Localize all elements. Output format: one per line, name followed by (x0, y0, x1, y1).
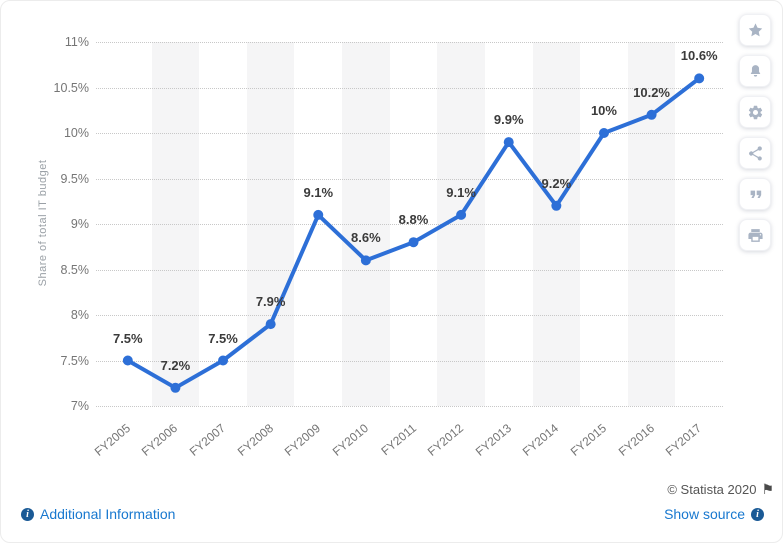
chart-action-toolbar (739, 14, 771, 251)
x-axis-tick-label: FY2012 (424, 421, 467, 459)
data-value-label: 10.2% (633, 84, 670, 100)
data-value-label: 10.6% (680, 48, 718, 64)
x-axis-tick-label: FY2017 (662, 421, 705, 459)
x-axis-tick-label: FY2008 (234, 421, 276, 459)
x-axis-tick-label: FY2013 (472, 421, 514, 459)
alert-bell-button[interactable] (739, 55, 771, 87)
gridline (96, 269, 723, 271)
gear-icon (748, 105, 762, 119)
favorite-star-button[interactable] (739, 14, 771, 46)
gridline (96, 315, 723, 316)
data-value-label: 7.5% (112, 330, 143, 346)
printer-icon (747, 228, 763, 242)
y-axis-tick-label: 10.5% (53, 80, 89, 95)
additional-information-link[interactable]: Additional Information (21, 506, 175, 522)
print-button[interactable] (739, 219, 771, 251)
x-axis-tick-label: FY2006 (139, 421, 181, 459)
x-axis-tick-label: FY2015 (567, 421, 609, 459)
copyright-text: © Statista 2020 (667, 482, 757, 497)
data-value-label: 8.8% (398, 212, 429, 228)
y-axis-tick-label: 7% (70, 399, 89, 413)
share-icon (748, 145, 762, 161)
star-icon (748, 22, 762, 36)
data-point[interactable] (694, 73, 705, 84)
y-axis-tick-label: 9% (70, 217, 89, 231)
data-point[interactable] (313, 209, 324, 220)
data-value-label: 9.1% (446, 184, 476, 200)
show-source-link[interactable]: Show source (664, 506, 764, 522)
data-value-label: 9.9% (493, 112, 524, 128)
data-point[interactable] (503, 137, 514, 148)
y-axis-tick-label: 10% (63, 126, 89, 140)
show-source-label: Show source (664, 506, 745, 522)
x-axis-tick-label: FY2014 (520, 421, 562, 459)
data-value-label: 7.9% (255, 294, 286, 310)
gridline (96, 178, 723, 180)
y-axis-tick-label: 8.5% (60, 262, 90, 277)
x-axis-tick-label: FY2010 (329, 421, 371, 459)
settings-gear-button[interactable] (739, 96, 771, 128)
data-value-label: 9.2% (541, 175, 572, 191)
x-axis-tick-label: FY2016 (615, 421, 657, 459)
citation-quote-button[interactable] (739, 178, 771, 210)
share-button[interactable] (739, 137, 771, 169)
data-value-label: 7.2% (160, 357, 191, 373)
data-value-label: 8.6% (351, 230, 381, 246)
flag-icon (761, 481, 774, 498)
x-axis-tick-label: FY2005 (91, 421, 133, 459)
additional-information-label: Additional Information (40, 506, 176, 522)
gridline (96, 133, 723, 134)
info-icon (751, 507, 764, 521)
data-value-label: 7.5% (208, 330, 238, 346)
y-axis-tick-label: 9.5% (60, 171, 90, 186)
y-axis-tick-label: 7.5% (60, 353, 90, 368)
x-axis-tick-label: FY2007 (186, 421, 229, 459)
y-axis-tick-label: 8% (70, 308, 89, 322)
info-icon (21, 507, 34, 521)
x-axis-tick-label: FY2011 (377, 421, 419, 459)
bell-icon (750, 64, 760, 77)
gridline (96, 42, 723, 43)
data-value-label: 9.1% (303, 184, 334, 200)
y-axis-tick-label: 11% (64, 35, 89, 49)
quote-icon (750, 190, 761, 198)
gridline (96, 406, 723, 407)
copyright-notice: © Statista 2020 (667, 481, 774, 498)
x-axis-tick-label: FY2009 (282, 421, 324, 459)
data-value-label: 10% (590, 103, 617, 118)
data-point[interactable] (408, 237, 419, 248)
